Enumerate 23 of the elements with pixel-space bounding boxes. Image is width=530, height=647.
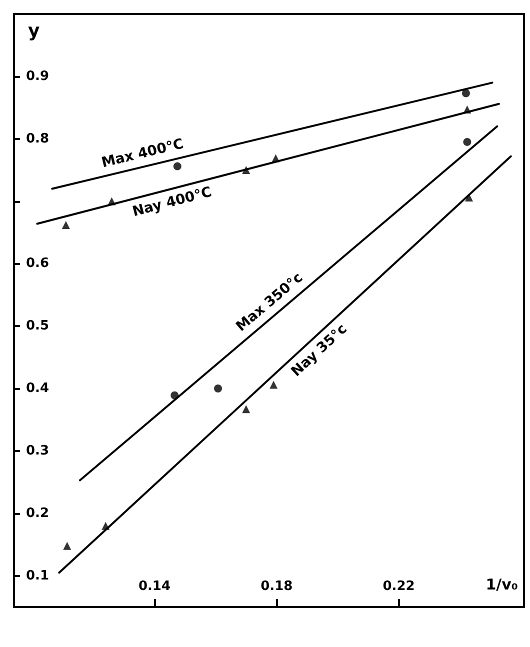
point	[462, 89, 470, 98]
point	[242, 405, 250, 414]
x-axis-title: 1/v₀	[486, 576, 518, 594]
text: Max 400°C	[100, 136, 186, 172]
point	[63, 542, 72, 550]
text: Nay 400°C	[130, 184, 214, 220]
point	[173, 162, 182, 170]
x-tick-label: 0.22	[382, 579, 415, 594]
y-axis-title: y	[28, 20, 40, 42]
y-tick-label: 0.4	[26, 381, 50, 396]
y-tick-label: 0.3	[26, 443, 50, 458]
point	[463, 138, 472, 146]
x-tick-label: 0.18	[260, 579, 293, 594]
y-tick-label: 0.5	[26, 318, 50, 334]
y-tick-label: 0.8	[26, 131, 50, 146]
y-tick-label: 0.6	[26, 256, 50, 272]
point	[62, 220, 70, 229]
x-tick-label: 0.14	[138, 579, 171, 594]
y-tick-label: 0.9	[26, 68, 50, 84]
y-tick-label: 0.1	[26, 568, 50, 584]
y-tick-label: 0.2	[26, 506, 50, 521]
point	[214, 384, 222, 393]
point	[270, 380, 278, 389]
